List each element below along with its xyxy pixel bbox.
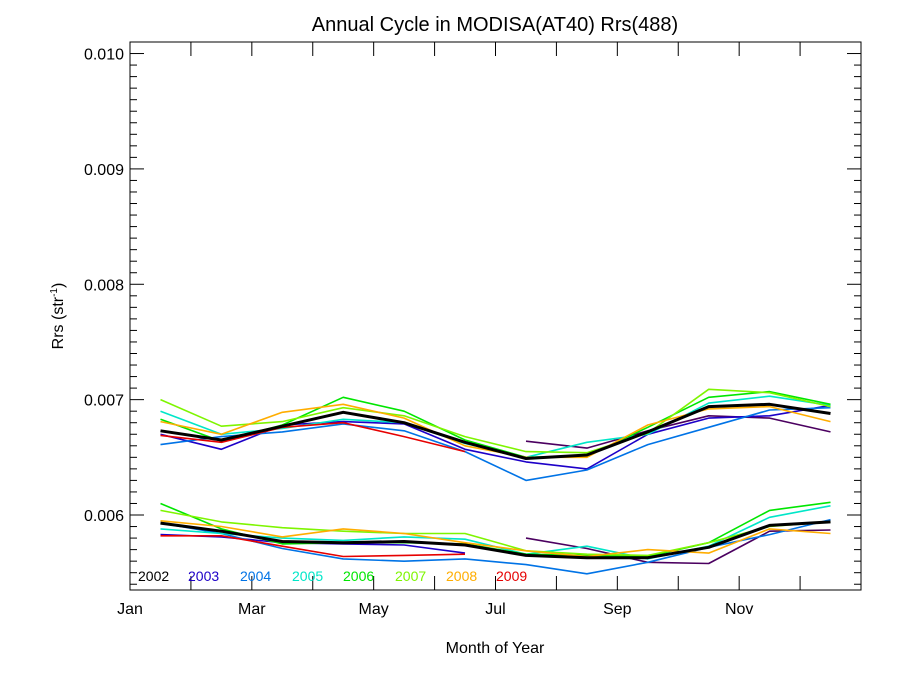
legend-entry-2004: 2004 (240, 568, 271, 584)
x-tick-label: Jul (485, 601, 505, 618)
series-line-2009-0 (160, 421, 466, 453)
x-tick-label: Mar (238, 601, 266, 618)
legend-entry-2003: 2003 (188, 568, 219, 584)
series-line-mean-0 (160, 402, 831, 460)
y-tick-label: 0.007 (84, 393, 124, 410)
legend-entry-2007: 2007 (395, 568, 426, 584)
series-line-2008-1 (160, 520, 831, 558)
y-tick-label: 0.009 (84, 162, 124, 179)
x-axis-label: Month of Year (446, 640, 545, 657)
series-line-2007-1 (160, 509, 831, 557)
series-line-2009-1 (160, 534, 466, 558)
legend-entry-2005: 2005 (292, 568, 323, 584)
x-tick-label: Nov (725, 601, 753, 618)
y-tick-label: 0.010 (84, 47, 124, 64)
chart-title: Annual Cycle in MODISA(AT40) Rrs(488) (312, 14, 678, 36)
axis-ticks (129, 42, 862, 590)
series-line-2006-1 (160, 501, 831, 558)
legend: 2002 2003 2004 2005 2006 2007 2008 2009 (138, 568, 527, 584)
plot-frame (129, 41, 862, 591)
y-axis-label-close: ) (50, 283, 67, 288)
x-tick-label: Sep (603, 601, 632, 618)
series-layer (160, 388, 831, 575)
series-line-2007-0 (160, 388, 831, 454)
series-line-2004-0 (160, 406, 831, 482)
x-tick-label: Jan (117, 601, 143, 618)
y-axis-label: Rrs (str-1) (49, 283, 67, 350)
axis-tick-labels: Jan Mar May Jul Sep Nov 0.006 0.007 0.008 0.009 0.… (84, 47, 753, 618)
y-axis-label-sup: -1 (49, 288, 60, 297)
legend-entry-2009: 2009 (496, 568, 527, 584)
legend-entry-2008: 2008 (446, 568, 477, 584)
series-line-2003-0 (160, 404, 831, 470)
y-axis-label-main: Rrs (str (50, 296, 67, 349)
series-line-mean-1 (160, 520, 831, 560)
x-tick-label: May (359, 601, 389, 618)
series-line-2002-0 (525, 414, 831, 449)
y-tick-label: 0.008 (84, 277, 124, 294)
legend-entry-2002: 2002 (138, 568, 169, 584)
y-tick-label: 0.006 (84, 508, 124, 525)
legend-entry-2006: 2006 (343, 568, 374, 584)
